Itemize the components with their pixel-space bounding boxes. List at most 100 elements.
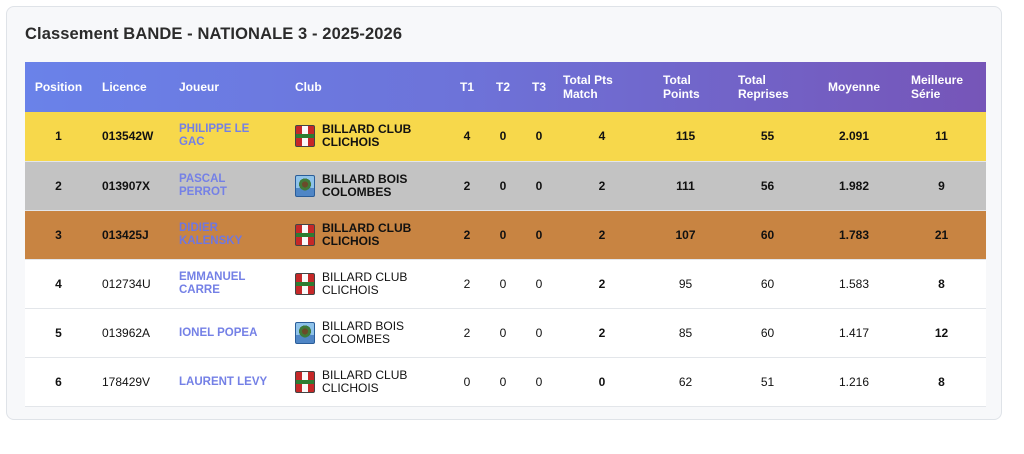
clichois-logo-icon: [295, 223, 315, 246]
cell-position: 3: [55, 227, 62, 242]
table-row: 5 013962A IONEL POPEA BILLARD BOIS COLOM…: [25, 308, 986, 357]
header-total-reprises: Total Reprises: [738, 73, 789, 101]
cell-moyenne: 1.783: [838, 227, 870, 242]
cell-t3: 0: [535, 325, 543, 340]
bois-colombes-logo-icon: [295, 321, 315, 344]
cell-t3: 0: [535, 227, 543, 242]
cell-t2: 0: [499, 276, 507, 291]
cell-t2: 0: [499, 227, 507, 242]
club-name: BILLARD CLUB CLICHOIS: [322, 367, 408, 395]
cell-moyenne: 2.091: [838, 129, 870, 144]
cell-meilleure-serie: 9: [938, 178, 945, 193]
cell-t2: 0: [499, 325, 507, 340]
cell-joueur: DIDIER KALENSKY: [169, 210, 285, 259]
cell-total-points: 62: [678, 374, 693, 389]
cell-licence: 178429V: [102, 374, 151, 389]
cell-total-pts-match: 2: [598, 325, 606, 340]
header-moyenne: Moyenne: [827, 80, 880, 94]
header-joueur: Joueur: [179, 80, 220, 94]
bois-colombes-logo-icon: [295, 174, 315, 197]
cell-total-reprises: 60: [760, 227, 775, 242]
cell-licence: 013542W: [102, 129, 154, 144]
cell-total-points: 115: [675, 129, 696, 144]
cell-t3: 0: [535, 178, 543, 193]
cell-total-reprises: 51: [760, 374, 775, 389]
cell-licence: 013962A: [102, 325, 151, 340]
cell-meilleure-serie: 21: [934, 227, 949, 242]
cell-t3: 0: [535, 374, 543, 389]
player-link[interactable]: PHILIPPE LE GAC: [179, 123, 250, 149]
cell-joueur: EMMANUEL CARRE: [169, 259, 285, 308]
table-body: 1 013542W PHILIPPE LE GAC BILLARD CLUB C…: [25, 112, 986, 406]
cell-total-pts-match: 0: [598, 374, 606, 389]
cell-licence: 012734U: [102, 276, 151, 291]
player-link[interactable]: PASCAL PERROT: [179, 172, 227, 198]
cell-t1: 2: [463, 227, 471, 242]
player-link[interactable]: IONEL POPEA: [179, 327, 258, 339]
club-name: BILLARD CLUB CLICHOIS: [322, 269, 408, 297]
cell-total-points: 107: [675, 227, 696, 242]
club-name: BILLARD BOIS COLOMBES: [322, 318, 405, 346]
cell-total-pts-match: 2: [598, 227, 606, 242]
club-name: BILLARD BOIS COLOMBES: [322, 171, 408, 199]
header-t2: T2: [495, 80, 510, 94]
header-total-points: Total Points: [663, 73, 700, 101]
cell-club: BILLARD CLUB CLICHOIS: [285, 259, 449, 308]
cell-total-reprises: 55: [760, 129, 775, 144]
cell-moyenne: 1.982: [838, 178, 870, 193]
cell-club: BILLARD BOIS COLOMBES: [285, 161, 449, 210]
table-row: 6 178429V LAURENT LEVY BILLARD CLUB CLIC…: [25, 357, 986, 406]
table-row: 1 013542W PHILIPPE LE GAC BILLARD CLUB C…: [25, 112, 986, 161]
clichois-logo-icon: [295, 272, 315, 295]
table-row: 4 012734U EMMANUEL CARRE BILLARD CLUB CL…: [25, 259, 986, 308]
header-t1: T1: [459, 80, 474, 94]
header-t3: T3: [531, 80, 546, 94]
cell-moyenne: 1.417: [838, 325, 870, 340]
cell-total-reprises: 60: [760, 325, 775, 340]
header-total-pts-match: Total Pts Match: [563, 73, 613, 101]
cell-club: BILLARD CLUB CLICHOIS: [285, 210, 449, 259]
ranking-card: Classement BANDE - NATIONALE 3 - 2025-20…: [6, 6, 1002, 420]
cell-t1: 2: [463, 276, 471, 291]
cell-moyenne: 1.583: [838, 276, 870, 291]
cell-joueur: LAURENT LEVY: [169, 357, 285, 406]
cell-position: 5: [55, 325, 62, 340]
cell-club: BILLARD CLUB CLICHOIS: [285, 357, 449, 406]
cell-club: BILLARD CLUB CLICHOIS: [285, 112, 449, 161]
cell-total-points: 95: [678, 276, 693, 291]
player-link[interactable]: DIDIER KALENSKY: [179, 221, 243, 247]
cell-moyenne: 1.216: [838, 374, 870, 389]
table-row: 2 013907X PASCAL PERROT BILLARD BOIS COL…: [25, 161, 986, 210]
cell-position: 4: [55, 276, 62, 291]
cell-position: 6: [55, 374, 62, 389]
cell-joueur: PHILIPPE LE GAC: [169, 112, 285, 161]
cell-total-reprises: 60: [760, 276, 775, 291]
cell-t3: 0: [535, 129, 543, 144]
cell-t3: 0: [535, 276, 543, 291]
cell-meilleure-serie: 8: [938, 374, 945, 389]
cell-total-reprises: 56: [760, 178, 775, 193]
cell-t2: 0: [499, 374, 507, 389]
cell-t1: 2: [463, 325, 471, 340]
cell-position: 1: [55, 129, 62, 144]
cell-licence: 013907X: [102, 178, 151, 193]
page-title: Classement BANDE - NATIONALE 3 - 2025-20…: [25, 25, 403, 43]
club-name: BILLARD CLUB CLICHOIS: [322, 122, 412, 150]
clichois-logo-icon: [295, 125, 315, 148]
cell-total-pts-match: 2: [598, 276, 606, 291]
cell-t1: 0: [463, 374, 471, 389]
ranking-table: Position Licence Joueur Club T1 T2 T3 To…: [25, 62, 986, 407]
header-club: Club: [295, 80, 322, 94]
clichois-logo-icon: [295, 370, 315, 393]
cell-t1: 2: [463, 178, 471, 193]
cell-total-points: 85: [678, 325, 693, 340]
cell-meilleure-serie: 12: [934, 325, 949, 340]
header-position: Position: [34, 80, 83, 94]
cell-total-pts-match: 4: [598, 129, 606, 144]
table-row: 3 013425J DIDIER KALENSKY BILLARD CLUB C…: [25, 210, 986, 259]
cell-licence: 013425J: [102, 227, 149, 242]
player-link[interactable]: LAURENT LEVY: [179, 376, 268, 388]
cell-t2: 0: [499, 129, 507, 144]
player-link[interactable]: EMMANUEL CARRE: [179, 270, 246, 296]
cell-position: 2: [55, 178, 62, 193]
